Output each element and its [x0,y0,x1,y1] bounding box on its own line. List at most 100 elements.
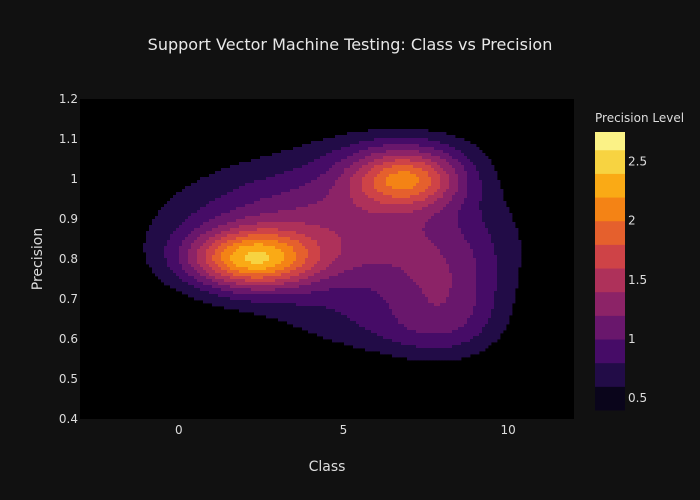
contour-cell [266,156,270,160]
contour-cell [179,240,183,244]
contour-cell [230,237,234,241]
contour-cell [422,228,426,232]
contour-cell [170,243,174,247]
contour-cell [335,186,339,190]
contour-cell [245,252,249,256]
contour-cell [296,237,300,241]
contour-cell [305,210,309,214]
contour-cell [197,231,201,235]
contour-cell [380,201,384,205]
contour-cell [227,258,231,262]
contour-cell [278,276,282,280]
contour-cell [278,228,282,232]
contour-cell [347,156,351,160]
contour-cell [311,174,315,178]
contour-cell [485,225,489,229]
contour-cell [203,273,207,277]
contour-cell [263,180,267,184]
contour-cell [317,261,321,265]
contour-cell [350,195,354,199]
contour-cell [380,237,384,241]
contour-cell [404,189,408,193]
contour-cell [149,246,153,250]
contour-cell [305,144,309,148]
contour-cell [434,171,438,175]
contour-cell [215,186,219,190]
contour-cell [485,180,489,184]
contour-cell [449,225,453,229]
contour-cell [293,234,297,238]
contour-cell [215,189,219,193]
contour-cell [509,213,513,217]
contour-cell [443,138,447,142]
contour-cell [323,153,327,157]
contour-cell [368,201,372,205]
contour-cell [167,267,171,271]
contour-cell [329,273,333,277]
contour-cell [350,153,354,157]
contour-cell [269,261,273,265]
contour-cell [227,273,231,277]
contour-cell [254,159,258,163]
contour-cell [383,153,387,157]
contour-cell [365,216,369,220]
contour-cell [353,264,357,268]
contour-cell [338,225,342,229]
contour-cell [179,249,183,253]
contour-cell [398,225,402,229]
contour-cell [230,201,234,205]
contour-cell [422,168,426,172]
contour-cell [347,252,351,256]
contour-cell [422,225,426,229]
contour-cell [344,210,348,214]
contour-cell [278,216,282,220]
contour-cell [269,255,273,259]
contour-cell [512,225,516,229]
contour-cell [440,189,444,193]
contour-cell [212,252,216,256]
contour-cell [311,270,315,274]
contour-cell [305,147,309,151]
contour-cell [416,147,420,151]
contour-cell [389,264,393,268]
contour-cell [158,216,162,220]
contour-cell [458,204,462,208]
contour-cell [404,177,408,181]
contour-cell [506,252,510,256]
contour-cell [263,162,267,166]
contour-cell [500,210,504,214]
contour-cell [224,237,228,241]
contour-cell [395,207,399,211]
contour-cell [344,165,348,169]
contour-cell [281,168,285,172]
contour-cell [362,192,366,196]
contour-cell [338,183,342,187]
contour-cell [161,246,165,250]
contour-cell [284,198,288,202]
contour-cell [464,258,468,262]
contour-cell [251,255,255,259]
contour-cell [500,195,504,199]
contour-cell [269,246,273,250]
contour-cell [326,150,330,154]
contour-cell [260,171,264,175]
contour-cell [461,162,465,166]
contour-cell [506,267,510,271]
contour-cell [320,273,324,277]
contour-cell [410,273,414,277]
contour-cell [386,141,390,145]
contour-cell [395,261,399,265]
contour-cell [281,231,285,235]
contour-cell [173,204,177,208]
contour-cell [401,231,405,235]
contour-cell [320,171,324,175]
contour-cell [323,252,327,256]
contour-cell [500,273,504,277]
contour-cell [431,264,435,268]
contour-cell [266,261,270,265]
contour-cell [320,168,324,172]
contour-cell [215,228,219,232]
contour-cell [347,225,351,229]
contour-cell [473,270,477,274]
contour-cell [299,255,303,259]
